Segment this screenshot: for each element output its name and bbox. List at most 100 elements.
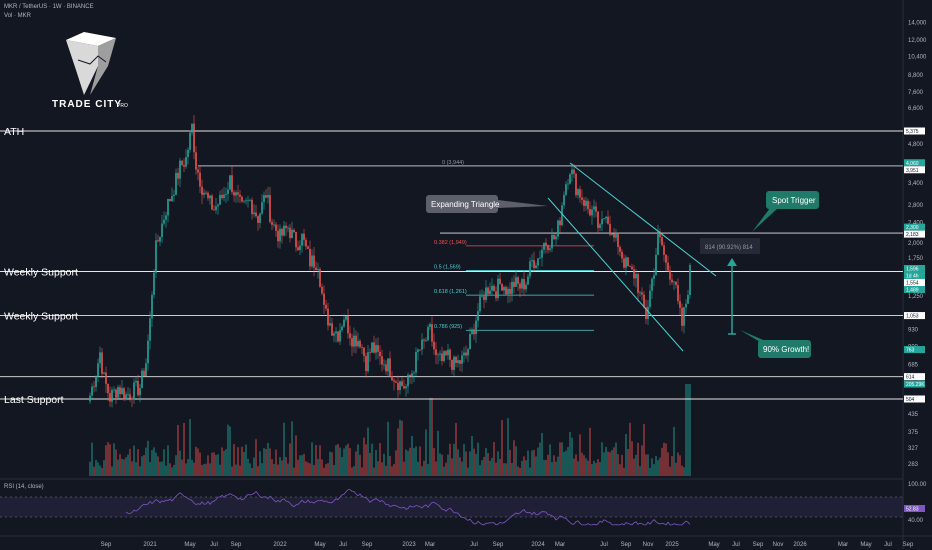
volume-bar: [247, 458, 249, 476]
volume-bar: [637, 442, 639, 476]
volume-bar: [461, 461, 463, 476]
volume-bar: [199, 452, 201, 476]
volume-bar: [497, 451, 499, 476]
candle-body: [579, 189, 581, 198]
volume-bar: [679, 455, 681, 476]
candle-body: [625, 257, 627, 268]
volume-bar: [379, 443, 381, 476]
time-tick-label: 2025: [665, 542, 679, 548]
candle-body: [509, 288, 511, 294]
candle-body: [185, 157, 187, 167]
volume-bar: [259, 451, 261, 476]
candle-body: [231, 175, 233, 193]
price-tick-label: 1,250: [908, 294, 924, 300]
rsi-series-line: [125, 489, 691, 526]
volume-bar: [559, 442, 561, 476]
candle-body: [649, 290, 651, 307]
volume-bar: [237, 447, 239, 476]
volume-bar: [251, 467, 253, 476]
time-tick-label: Nov: [643, 542, 654, 548]
spot-trigger-callout[interactable]: Spot Trigger: [752, 191, 819, 232]
volume-bar: [539, 442, 541, 476]
volume-bar: [535, 456, 537, 476]
volume-bar: [241, 446, 243, 476]
candle-body: [479, 296, 481, 312]
tradecity-logo: TRADE CITY PRO: [52, 32, 128, 110]
volume-bar: [669, 466, 671, 476]
candle-body: [219, 194, 221, 205]
rsi-indicator-title[interactable]: RSI (14, close): [4, 484, 44, 490]
volume-bar: [585, 458, 587, 476]
candle-body: [251, 199, 253, 215]
candle-body: [337, 331, 339, 342]
time-tick-label: 2021: [143, 542, 157, 548]
symbol-title[interactable]: MKR / TetherUS · 1W · BINANCE: [4, 4, 94, 10]
logo-sub-text: PRO: [117, 103, 128, 109]
volume-bar: [359, 454, 361, 476]
candle-body: [469, 334, 471, 350]
volume-bar: [93, 466, 95, 476]
candle-body: [611, 233, 613, 235]
price-tag-box: [904, 373, 925, 381]
candle-body: [171, 196, 173, 202]
expanding-triangle-pointer: [498, 200, 548, 208]
volume-bar: [175, 455, 177, 476]
volume-bar: [473, 448, 475, 476]
volume-bar: [579, 434, 581, 476]
rsi-value-tag-box: [904, 505, 925, 512]
candle-body: [663, 245, 665, 255]
volume-bar: [167, 445, 169, 476]
candle-body: [669, 270, 671, 280]
volume-bar: [647, 454, 649, 476]
volume-bar: [401, 420, 403, 476]
candle-body: [113, 389, 115, 391]
volume-bar: [323, 467, 325, 476]
volume-bar: [285, 457, 287, 476]
price-tag-box: [904, 285, 925, 293]
candle-body: [467, 349, 469, 356]
time-tick-label: Nov: [773, 542, 784, 548]
growth-callout[interactable]: 90% Growth!: [740, 330, 811, 358]
volume-bar: [683, 467, 685, 476]
volume-bar: [493, 442, 495, 476]
volume-bar: [433, 448, 435, 476]
candle-body: [303, 233, 305, 240]
price-tag-box: [904, 395, 925, 403]
rsi-tick-label: 40.00: [908, 518, 924, 524]
volume-indicator-title[interactable]: Vol · MKR: [4, 13, 32, 19]
candle-body: [197, 169, 199, 173]
volume-bar: [447, 454, 449, 476]
candle-body: [449, 349, 451, 360]
candle-body: [661, 237, 663, 246]
candle-body: [217, 204, 219, 207]
time-tick-label: Jul: [339, 542, 347, 548]
volume-bar: [299, 455, 301, 476]
volume-bar: [325, 464, 327, 476]
volume-bar: [435, 461, 437, 476]
candle-body: [473, 329, 475, 335]
volume-bar: [369, 452, 371, 476]
volume-bar: [131, 461, 133, 476]
volume-bar: [229, 426, 231, 476]
volume-bar: [305, 461, 307, 476]
candle-body: [143, 370, 145, 377]
price-tick-label: 12,000: [908, 38, 927, 44]
candle-body: [283, 225, 285, 236]
volume-bar: [149, 462, 151, 476]
candle-body: [207, 192, 209, 199]
candle-body: [575, 173, 577, 196]
candle-body: [475, 320, 477, 335]
volume-bar: [331, 452, 333, 476]
candle-body: [285, 225, 287, 229]
candle-body: [317, 269, 319, 271]
volume-bar: [491, 457, 493, 476]
volume-bar: [533, 449, 535, 476]
candle-body: [229, 175, 231, 190]
candle-body: [527, 276, 529, 285]
volume-bar: [317, 458, 319, 476]
fibonacci-retracement: 0 (3,944) 0.382 (1,949) 0.5 (1,569) 0.618 (…: [198, 160, 903, 331]
expanding-triangle-callout[interactable]: Expanding Triangle: [426, 195, 548, 213]
candle-body: [533, 260, 535, 269]
volume-bar: [489, 460, 491, 476]
